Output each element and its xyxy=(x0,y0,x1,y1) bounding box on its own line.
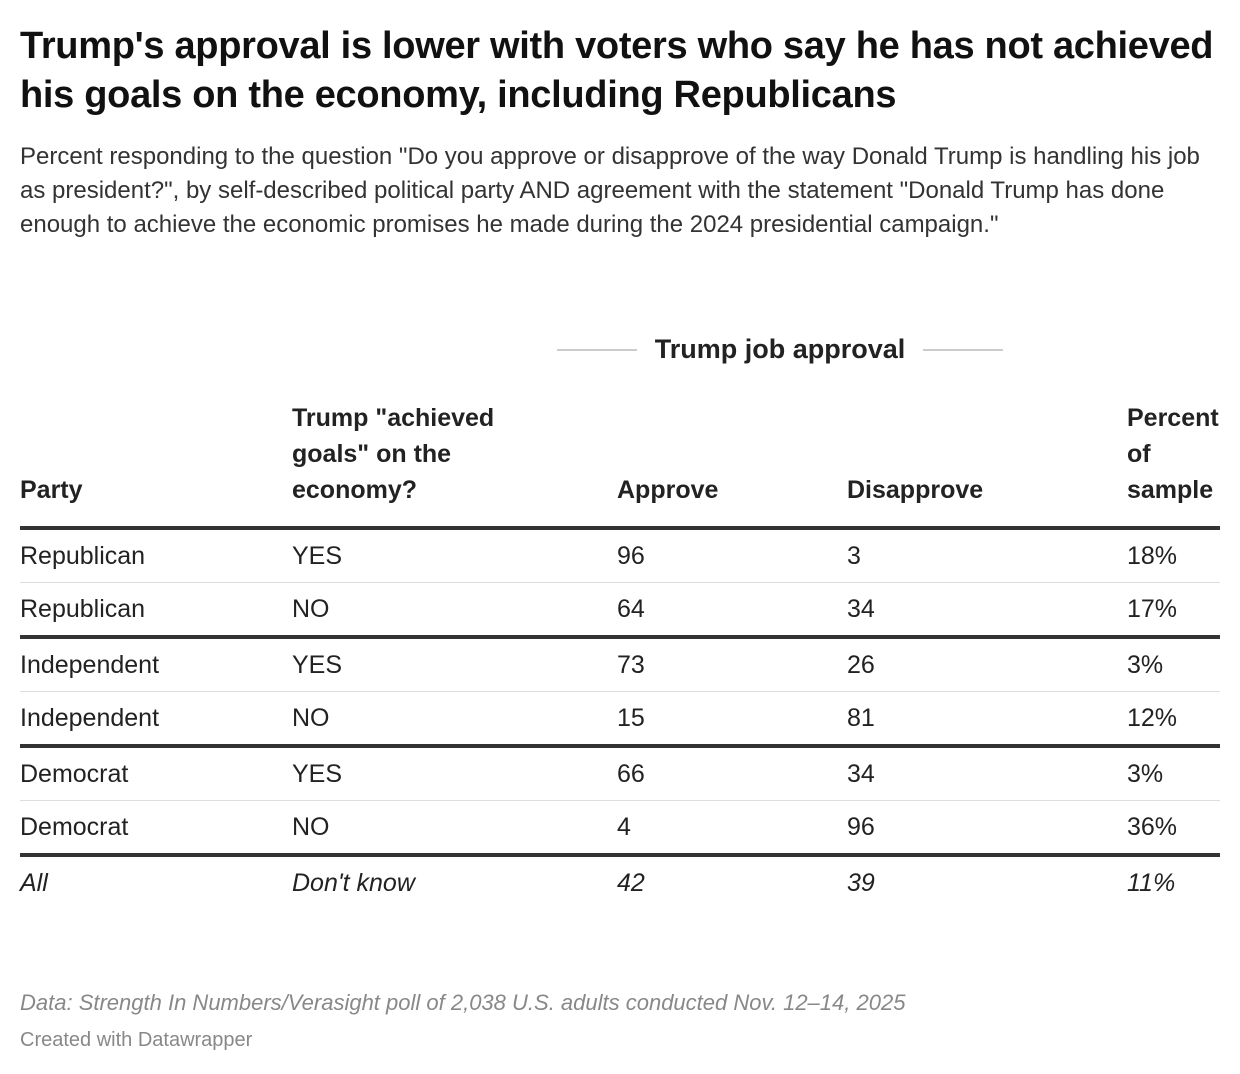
cell-party: Independent xyxy=(20,691,292,748)
cell-approve: 66 xyxy=(617,746,847,801)
cell-achieved-goals: YES xyxy=(292,528,617,583)
divider xyxy=(557,348,637,351)
cell-achieved-goals: NO xyxy=(292,691,617,748)
cell-approve: 96 xyxy=(617,528,847,583)
column-group-header: Trump job approval xyxy=(557,334,1003,365)
cell-disapprove: 39 xyxy=(847,868,875,897)
cell-disapprove: 34 xyxy=(847,582,1127,639)
cell-approve: 4 xyxy=(617,800,847,857)
cell-achieved-goals: Don't know xyxy=(292,868,415,897)
cell-disapprove: 81 xyxy=(847,691,1127,748)
cell-party: Republican xyxy=(20,528,292,583)
cell-disapprove: 3 xyxy=(847,528,1127,583)
cell-party: All xyxy=(20,868,48,897)
cell-achieved-goals: NO xyxy=(292,582,617,639)
cell-party: Democrat xyxy=(20,746,292,801)
data-table: Party Trump "achieved goals" on the econ… xyxy=(20,400,1220,909)
chart-title: Trump's approval is lower with voters wh… xyxy=(20,25,1214,116)
source-note: Data: Strength In Numbers/Verasight poll… xyxy=(20,990,906,1015)
cell-achieved-goals: YES xyxy=(292,746,617,801)
header-disapprove: Disapprove xyxy=(847,400,1127,530)
table-row: Independent NO 15 81 12% xyxy=(20,691,1220,748)
table-row: Republican NO 64 34 17% xyxy=(20,582,1220,639)
header-percent-sample: Percent of sample xyxy=(1127,400,1220,530)
cell-percent-sample: 17% xyxy=(1127,582,1220,639)
cell-percent-sample: 3% xyxy=(1127,746,1220,801)
cell-percent-sample: 3% xyxy=(1127,637,1220,692)
table-row: All Don't know 42 39 11% xyxy=(20,855,1220,909)
cell-approve: 73 xyxy=(617,637,847,692)
header-achieved-goals: Trump "achieved goals" on the economy? xyxy=(292,400,617,530)
table-row: Democrat NO 4 96 36% xyxy=(20,800,1220,857)
cell-percent-sample: 11% xyxy=(1127,868,1176,897)
cell-disapprove: 26 xyxy=(847,637,1127,692)
cell-party: Democrat xyxy=(20,800,292,857)
cell-disapprove: 34 xyxy=(847,746,1127,801)
table-row: Independent YES 73 26 3% xyxy=(20,637,1220,692)
credit: Created with Datawrapper xyxy=(20,1029,253,1051)
cell-percent-sample: 36% xyxy=(1127,800,1220,857)
cell-party: Independent xyxy=(20,637,292,692)
cell-percent-sample: 12% xyxy=(1127,691,1220,748)
cell-approve: 64 xyxy=(617,582,847,639)
cell-disapprove: 96 xyxy=(847,800,1127,857)
table-row: Democrat YES 66 34 3% xyxy=(20,746,1220,801)
chart-subtitle: Percent responding to the question "Do y… xyxy=(20,143,1200,238)
cell-achieved-goals: NO xyxy=(292,800,617,857)
divider xyxy=(923,348,1003,351)
table-row: Republican YES 96 3 18% xyxy=(20,528,1220,583)
cell-achieved-goals: YES xyxy=(292,637,617,692)
cell-approve: 42 xyxy=(617,868,645,897)
cell-party: Republican xyxy=(20,582,292,639)
cell-approve: 15 xyxy=(617,691,847,748)
header-party: Party xyxy=(20,400,292,530)
cell-percent-sample: 18% xyxy=(1127,528,1220,583)
header-approve: Approve xyxy=(617,400,847,530)
spanner-label: Trump job approval xyxy=(654,334,906,364)
